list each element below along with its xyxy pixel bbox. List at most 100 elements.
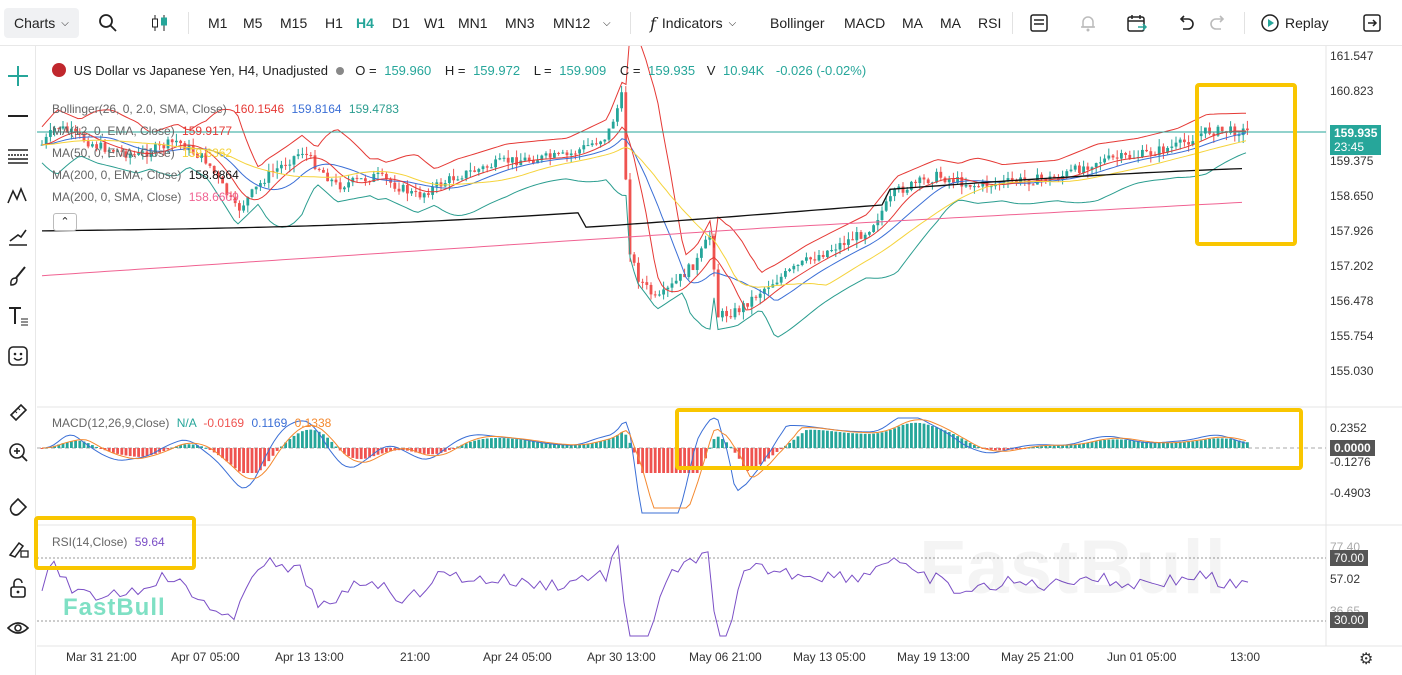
pattern-icon[interactable] bbox=[4, 182, 32, 210]
sma200-legend: MA(200, 0, SMA, Close) 158.6609 bbox=[52, 190, 239, 204]
trend-arrow-icon[interactable] bbox=[4, 222, 32, 250]
ruler-icon[interactable] bbox=[4, 398, 32, 426]
macd-na-value: N/A bbox=[176, 416, 197, 430]
timeframe-h4[interactable]: H4 bbox=[356, 15, 374, 31]
ma12-label: MA(12, 0, EMA, Close) bbox=[52, 124, 175, 138]
horizontal-line-icon[interactable] bbox=[4, 102, 32, 130]
candle-body bbox=[1010, 178, 1014, 181]
macd-histogram-bar bbox=[637, 448, 640, 465]
macd-histogram-bar bbox=[914, 422, 917, 448]
timeframe-mn12[interactable]: MN12 bbox=[553, 15, 591, 31]
candle-body bbox=[166, 139, 170, 149]
alert-bell-icon[interactable] bbox=[1078, 0, 1098, 46]
candle-body bbox=[578, 149, 581, 154]
charts-menu-button[interactable]: Charts ⌵ bbox=[4, 8, 79, 38]
indicator-shortcut-rsi[interactable]: RSI bbox=[978, 15, 1002, 31]
redo-icon[interactable] bbox=[1209, 0, 1227, 46]
candle-body bbox=[385, 173, 388, 180]
candle-body bbox=[733, 308, 737, 318]
candle-body bbox=[414, 191, 418, 193]
price-tick: 160.823 bbox=[1330, 84, 1374, 98]
candle-body bbox=[99, 142, 103, 149]
macd-histogram-bar bbox=[653, 448, 657, 473]
candle-body bbox=[1124, 153, 1127, 155]
ema200-legend: MA(200, 0, EMA, Close) 158.8864 bbox=[52, 168, 239, 182]
candle-body bbox=[905, 189, 909, 193]
calendar-goto-icon[interactable] bbox=[1126, 0, 1148, 46]
candle-body bbox=[981, 181, 985, 187]
macd-histogram-bar bbox=[460, 444, 464, 448]
timeframe-m1[interactable]: M1 bbox=[208, 15, 228, 31]
macd-histogram-bar bbox=[120, 448, 124, 455]
eye-visibility-icon[interactable] bbox=[4, 614, 32, 642]
timeframe-w1[interactable]: W1 bbox=[424, 15, 445, 31]
timeframe-m15[interactable]: M15 bbox=[280, 15, 308, 31]
timeframe-m5[interactable]: M5 bbox=[243, 15, 263, 31]
macd-histogram-bar bbox=[1162, 442, 1165, 448]
candle-body bbox=[141, 151, 145, 153]
indicator-shortcut-bollinger[interactable]: Bollinger bbox=[770, 15, 825, 31]
candle-body bbox=[532, 160, 535, 164]
candle-body bbox=[70, 128, 73, 132]
candle-body bbox=[103, 142, 107, 152]
candle-body bbox=[82, 134, 86, 142]
candle-body bbox=[674, 280, 678, 284]
indicator-shortcut-macd[interactable]: MACD bbox=[844, 15, 886, 31]
undo-icon[interactable] bbox=[1177, 0, 1195, 46]
timeframe-h1[interactable]: H1 bbox=[325, 15, 343, 31]
macd-histogram-bar bbox=[1031, 447, 1035, 449]
current-price-value: 159.935 bbox=[1334, 126, 1378, 140]
text-tool-icon[interactable] bbox=[4, 302, 32, 330]
indicator-shortcut-ma[interactable]: MA bbox=[902, 15, 923, 31]
volume-value: 10.94K bbox=[723, 63, 765, 78]
fibonacci-icon[interactable] bbox=[4, 142, 32, 170]
timeframe-mn1[interactable]: MN1 bbox=[458, 15, 488, 31]
magnet-icon[interactable] bbox=[4, 494, 32, 522]
macd-histogram-bar bbox=[330, 441, 334, 448]
crosshair-icon[interactable] bbox=[4, 62, 32, 90]
close-label: C = bbox=[619, 63, 641, 78]
macd-histogram-bar bbox=[309, 429, 313, 448]
candle-body bbox=[313, 155, 317, 169]
lock-icon[interactable] bbox=[4, 574, 32, 602]
collapse-legend-button[interactable]: ⌃ bbox=[53, 213, 77, 231]
candlestick-type-icon[interactable] bbox=[150, 0, 170, 46]
lock-drawing-icon[interactable] bbox=[4, 534, 32, 562]
macd-histogram-bar bbox=[448, 448, 451, 451]
macd-histogram-bar bbox=[821, 430, 825, 448]
emoji-icon[interactable] bbox=[4, 342, 32, 370]
candle-body bbox=[334, 179, 338, 183]
macd-histogram-bar bbox=[288, 439, 292, 448]
macd-histogram-bar bbox=[414, 448, 418, 453]
chart-settings-gear-icon[interactable]: ⚙ bbox=[1359, 651, 1374, 668]
macd-histogram-bar bbox=[1048, 445, 1052, 448]
indicators-button[interactable]: f Indicators ⌵ bbox=[650, 0, 736, 46]
exit-fullscreen-icon[interactable] bbox=[1362, 0, 1382, 46]
replay-button[interactable]: Replay bbox=[1260, 0, 1329, 46]
candle-body bbox=[494, 159, 497, 168]
candle-body bbox=[263, 182, 266, 184]
macd-histogram-bar bbox=[658, 448, 661, 473]
macd-histogram-bar bbox=[519, 439, 523, 448]
layout-template-icon[interactable] bbox=[1029, 0, 1049, 46]
zoom-in-icon[interactable] bbox=[4, 438, 32, 466]
macd-histogram-bar bbox=[624, 434, 628, 448]
candle-body bbox=[784, 270, 787, 277]
brush-icon[interactable] bbox=[4, 262, 32, 290]
candle-body bbox=[716, 269, 720, 318]
timeframe-more-chevron-icon[interactable]: ⌵ bbox=[603, 17, 611, 29]
macd-histogram-bar bbox=[351, 448, 355, 458]
indicator-shortcut-ma-2[interactable]: MA bbox=[940, 15, 961, 31]
symbol-legend: US Dollar vs Japanese Yen, H4, Unadjuste… bbox=[52, 63, 866, 78]
macd-histogram-bar bbox=[910, 423, 913, 448]
candle-body bbox=[1065, 171, 1069, 177]
candle-body bbox=[204, 153, 208, 164]
timeframe-mn3[interactable]: MN3 bbox=[505, 15, 535, 31]
candle-body bbox=[658, 294, 661, 296]
search-icon[interactable] bbox=[98, 0, 118, 46]
candle-body bbox=[460, 178, 464, 180]
macd-histogram-bar bbox=[893, 428, 896, 448]
chart-area[interactable]: US Dollar vs Japanese Yen, H4, Unadjuste… bbox=[34, 46, 1402, 675]
macd-histogram-bar bbox=[389, 448, 392, 452]
timeframe-d1[interactable]: D1 bbox=[392, 15, 410, 31]
